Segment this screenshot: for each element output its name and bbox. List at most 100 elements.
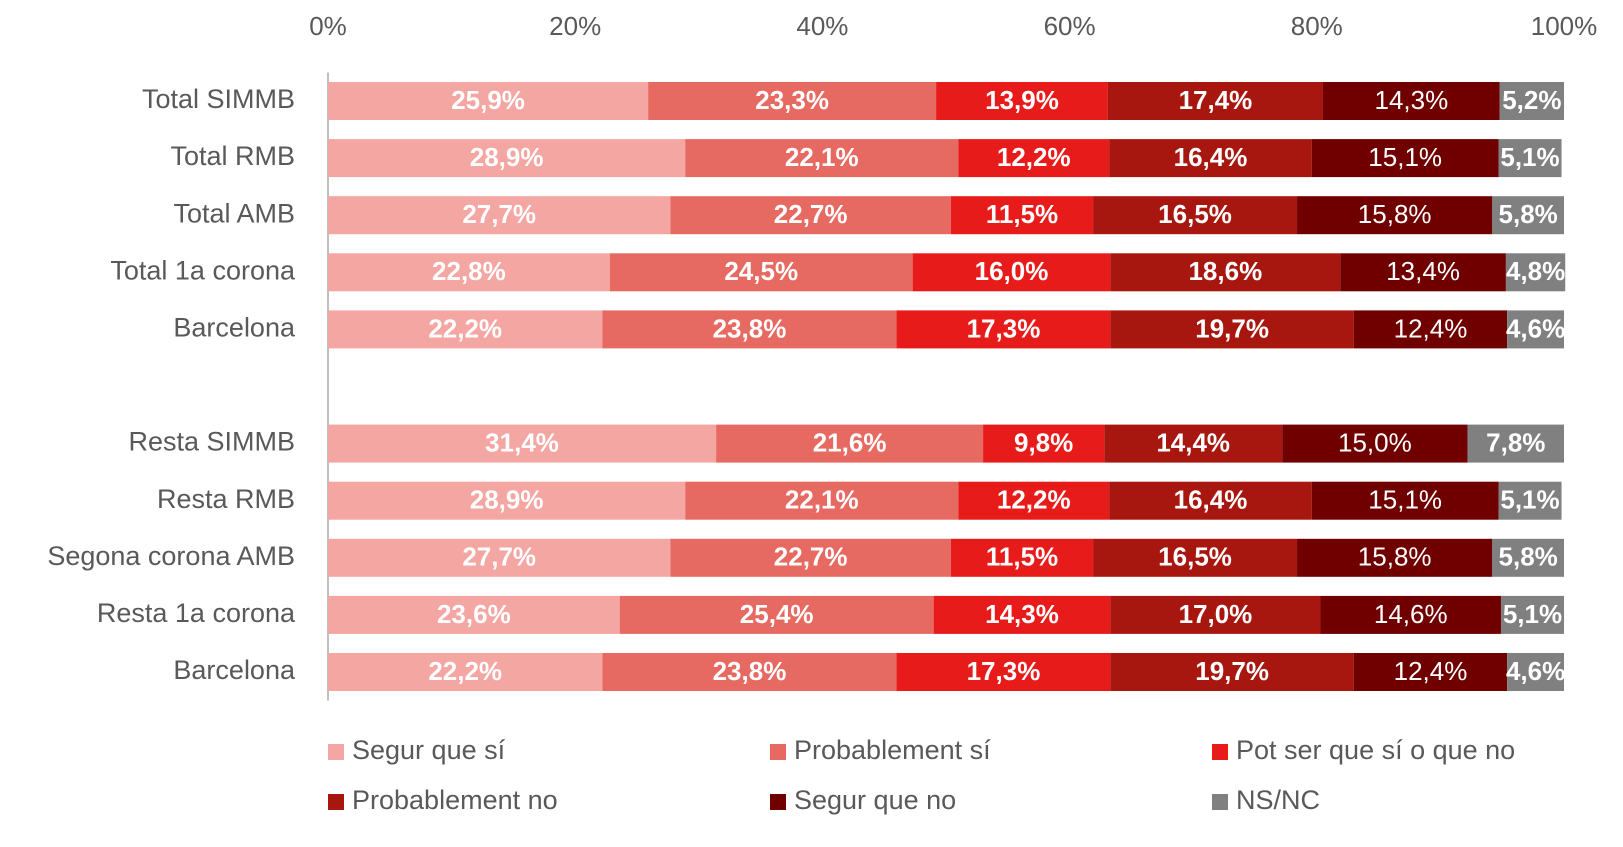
data-label: 16,4% [1174, 485, 1248, 515]
data-label: 4,6% [1506, 656, 1565, 686]
data-label: 25,9% [451, 85, 525, 115]
data-label: 5,1% [1500, 142, 1559, 172]
bar-segment [1505, 253, 1566, 292]
data-label: 19,7% [1195, 656, 1269, 686]
y-tick-label: Resta 1a corona [97, 598, 296, 628]
data-label: 7,8% [1486, 427, 1545, 457]
bar-segment [933, 595, 1111, 634]
data-label: 22,7% [774, 542, 848, 572]
data-label: 17,3% [967, 313, 1041, 343]
data-label: 16,4% [1174, 142, 1248, 172]
data-label: 12,4% [1394, 313, 1468, 343]
bar-segment [670, 196, 951, 235]
data-label: 15,8% [1358, 199, 1432, 229]
y-tick-label: Total AMB [173, 198, 295, 228]
bar-segment [1297, 196, 1493, 235]
legend-label: Segur que sí [352, 735, 506, 765]
bar-segment [1297, 538, 1493, 577]
x-tick-label: 40% [796, 11, 848, 41]
bar-segment [1093, 196, 1298, 235]
bar-segment [1322, 82, 1500, 120]
bar-segment [1110, 310, 1354, 349]
y-tick-label: Resta SIMMB [128, 427, 295, 457]
data-label: 13,4% [1386, 256, 1460, 286]
data-label: 5,8% [1499, 542, 1558, 572]
data-label: 31,4% [485, 427, 559, 457]
data-label: 18,6% [1188, 256, 1262, 286]
data-label: 4,6% [1506, 313, 1565, 343]
data-label: 23,8% [713, 656, 787, 686]
y-tick-label: Total 1a corona [110, 255, 296, 285]
bar-segment [983, 424, 1105, 463]
data-label: 16,5% [1158, 199, 1232, 229]
x-tick-label: 0% [309, 11, 347, 41]
bar-segment [1499, 82, 1564, 120]
bar-segment [602, 310, 897, 349]
data-label: 15,8% [1358, 542, 1432, 572]
data-label: 23,8% [713, 313, 787, 343]
data-label: 23,3% [755, 85, 829, 115]
data-label: 22,7% [774, 199, 848, 229]
bar-segment [896, 653, 1111, 691]
data-label: 12,2% [997, 142, 1071, 172]
bar-segment [1109, 139, 1312, 178]
bar-segment [1467, 424, 1564, 463]
data-label: 5,1% [1500, 485, 1559, 515]
bar-segment [328, 538, 671, 577]
bar-segment [950, 196, 1094, 235]
data-label: 25,4% [740, 599, 814, 629]
data-label: 23,6% [437, 599, 511, 629]
bar-segment [1492, 538, 1564, 577]
legend-label: NS/NC [1236, 785, 1320, 815]
data-label: 12,2% [997, 485, 1071, 515]
legend-label: Probablement sí [794, 735, 991, 765]
data-label: 9,8% [1014, 427, 1073, 457]
data-label: 15,1% [1368, 485, 1442, 515]
data-label: 17,0% [1179, 599, 1253, 629]
bar-segment [328, 82, 649, 120]
bar-segment [896, 310, 1111, 349]
data-label: 14,3% [985, 599, 1059, 629]
bar-segment [328, 196, 671, 235]
bar-segment [950, 538, 1094, 577]
bar-segment [1340, 253, 1506, 292]
bar-segment [1507, 653, 1564, 691]
data-label: 12,4% [1394, 656, 1468, 686]
data-label: 16,0% [975, 256, 1049, 286]
bar-segment [1110, 253, 1341, 292]
bar-segment [716, 424, 984, 463]
y-tick-label: Resta RMB [157, 484, 295, 514]
data-label: 22,8% [432, 256, 506, 286]
legend-swatch [770, 794, 786, 810]
data-label: 21,6% [813, 427, 887, 457]
data-label: 14,6% [1374, 599, 1448, 629]
legend-label: Probablement no [352, 785, 558, 815]
y-tick-label: Segona corona AMB [47, 541, 295, 571]
data-label: 15,0% [1338, 427, 1412, 457]
bar-segment [328, 424, 717, 463]
bar-segment [328, 481, 686, 520]
bar-segment [1110, 653, 1354, 691]
bar-segment [1353, 653, 1508, 691]
data-label: 14,3% [1374, 85, 1448, 115]
bar-segment [670, 538, 951, 577]
bar-segment [912, 253, 1111, 292]
data-label: 28,9% [470, 142, 544, 172]
data-label: 16,5% [1158, 542, 1232, 572]
legend-swatch [770, 744, 786, 760]
bar-segment [609, 253, 913, 292]
bar-segment [1311, 481, 1499, 520]
data-label: 11,5% [986, 199, 1058, 229]
x-tick-label: 60% [1044, 11, 1096, 41]
data-label: 14,4% [1156, 427, 1230, 457]
x-tick-label: 80% [1291, 11, 1343, 41]
data-label: 5,1% [1503, 599, 1562, 629]
bar-segment [328, 253, 610, 292]
bar-segment [936, 82, 1108, 120]
x-tick-label: 100% [1531, 11, 1598, 41]
data-label: 22,1% [785, 142, 859, 172]
data-label: 11,5% [986, 542, 1058, 572]
bar-segment [1104, 424, 1283, 463]
data-label: 22,1% [785, 485, 859, 515]
legend-label: Segur que no [794, 785, 956, 815]
